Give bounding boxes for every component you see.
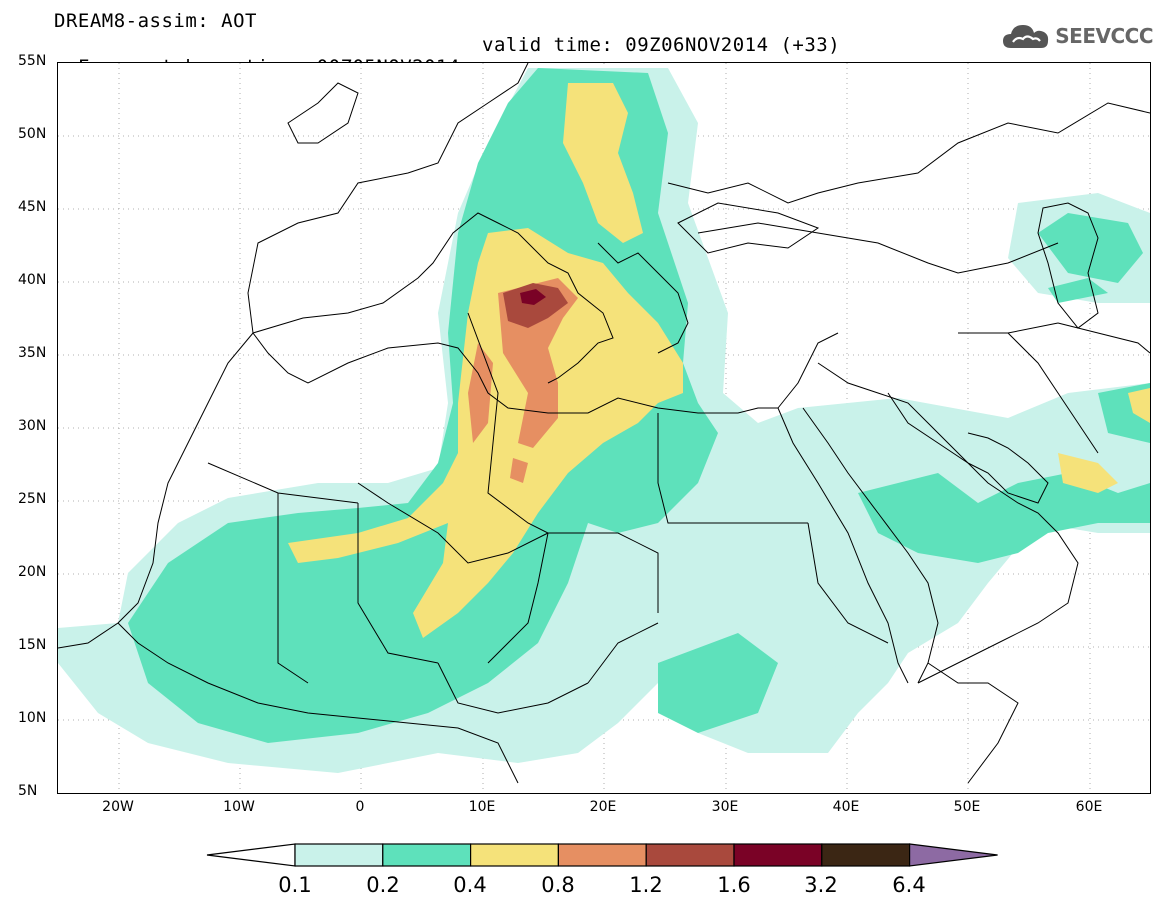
lat-label: 15N <box>18 637 47 653</box>
colorbar-label: 0.8 <box>541 873 575 897</box>
lat-label: 35N <box>18 345 47 361</box>
lon-label: 10W <box>223 799 255 815</box>
colorbar-segment <box>645 843 735 867</box>
lon-label: 30E <box>711 799 739 815</box>
colorbar-label: 1.6 <box>717 873 751 897</box>
colorbar-segment <box>557 843 647 867</box>
map-borders <box>58 63 1150 784</box>
colorbar <box>206 843 998 867</box>
lat-label: 50N <box>18 126 47 142</box>
colorbar-arrow-low <box>206 843 296 867</box>
lon-label: 20W <box>102 799 134 815</box>
valid-time: valid time: 09Z06NOV2014 (+33) <box>482 34 841 56</box>
cloud-icon <box>1003 25 1049 48</box>
lon-label: 60E <box>1075 799 1103 815</box>
lon-label: 40E <box>832 799 860 815</box>
lat-label: 40N <box>18 272 47 288</box>
lon-label: 50E <box>953 799 981 815</box>
lat-label: 10N <box>18 710 47 726</box>
lon-label: 0 <box>355 799 365 815</box>
colorbar-segment <box>821 843 911 867</box>
seevccc-logo: SEEVCCC <box>1001 22 1153 50</box>
lat-label: 5N <box>18 783 38 799</box>
aot-level-2 <box>128 68 1150 743</box>
aot-level-6 <box>520 289 546 305</box>
colorbar-label: 6.4 <box>892 873 926 897</box>
colorbar-segment <box>382 843 472 867</box>
lat-label: 25N <box>18 491 47 507</box>
logo-text: SEEVCCC <box>1055 24 1153 48</box>
lat-label: 55N <box>18 53 47 69</box>
colorbar-segment <box>470 843 560 867</box>
aot-map <box>57 62 1151 794</box>
aot-level-5 <box>503 283 568 328</box>
colorbar-label: 0.1 <box>278 873 312 897</box>
colorbar-label: 0.4 <box>453 873 487 897</box>
lat-label: 20N <box>18 564 47 580</box>
colorbar-arrow-high <box>908 843 998 867</box>
colorbar-segment <box>733 843 823 867</box>
lat-label: 30N <box>18 418 47 434</box>
lon-label: 10E <box>468 799 496 815</box>
colorbar-segment <box>294 843 384 867</box>
colorbar-label: 1.2 <box>629 873 663 897</box>
lat-label: 45N <box>18 199 47 215</box>
colorbar-label: 0.2 <box>366 873 400 897</box>
lon-label: 20E <box>589 799 617 815</box>
map-title: DREAM8-assim: AOT <box>54 10 257 32</box>
colorbar-label: 3.2 <box>804 873 838 897</box>
aot-level-3 <box>288 83 1150 638</box>
